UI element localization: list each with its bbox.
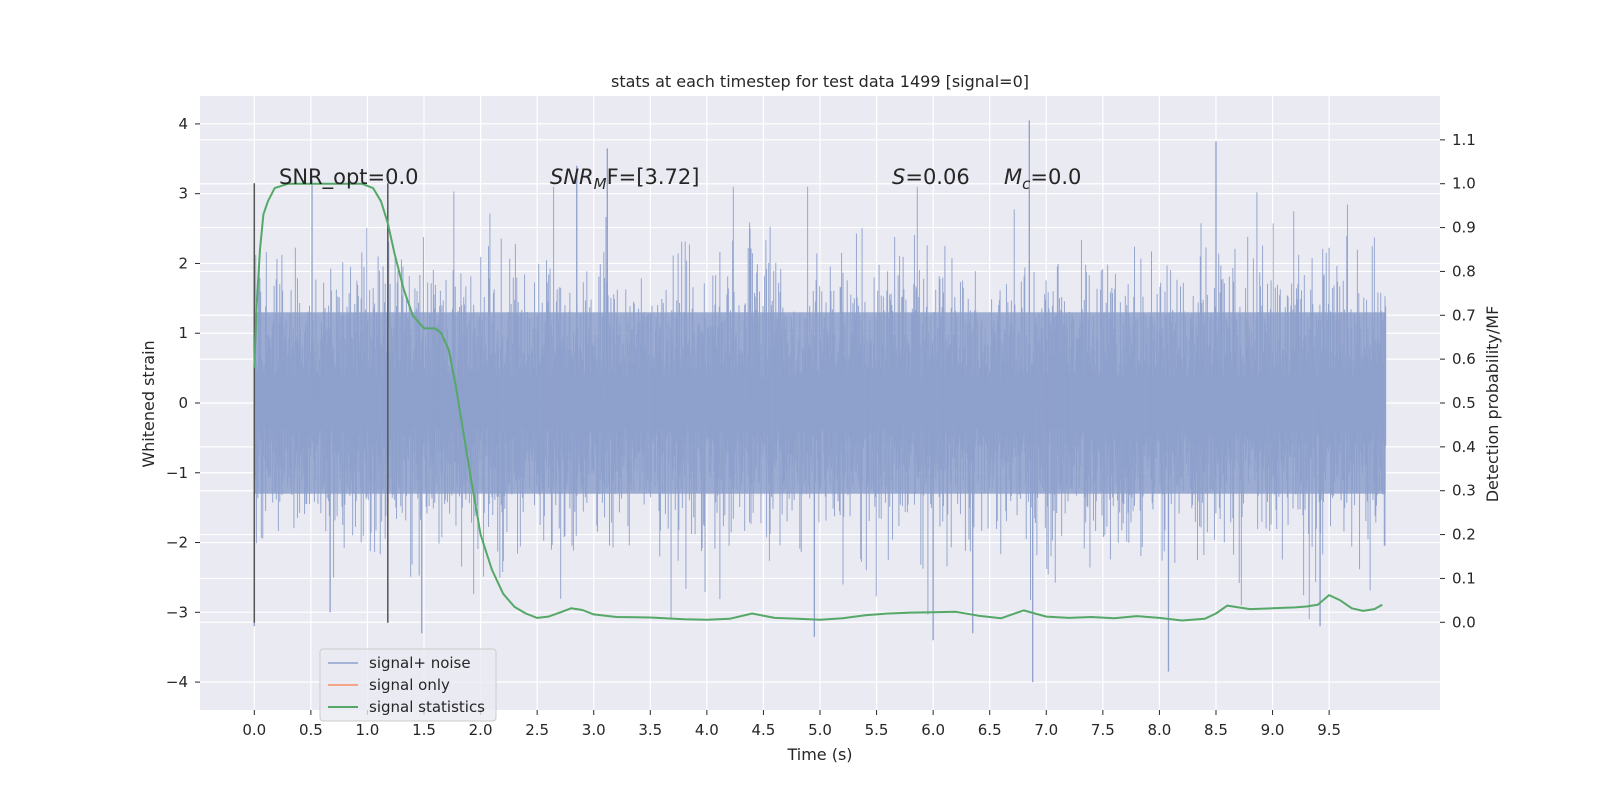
- y-right-tick-label: 0.6: [1452, 350, 1476, 368]
- x-tick-label: 5.0: [808, 721, 832, 739]
- x-tick-label: 4.5: [752, 721, 776, 739]
- x-tick-label: 2.0: [469, 721, 493, 739]
- y-left-tick-label: 3: [178, 185, 188, 203]
- annotation-snr-mf: SNRMF=[3.72]: [550, 165, 699, 193]
- annotation-mc-symbol: M: [1004, 165, 1022, 189]
- y-right-tick-label: 0.2: [1452, 526, 1476, 544]
- x-tick-label: 5.5: [865, 721, 889, 739]
- series-signal-statistics: [253, 182, 1383, 622]
- x-tick-label: 3.0: [582, 721, 606, 739]
- x-tick-label: 8.0: [1147, 721, 1171, 739]
- y-right-tick-label: 0.4: [1452, 438, 1476, 456]
- y-left-tick-label: −2: [166, 534, 188, 552]
- x-tick-label: 9.0: [1261, 721, 1285, 739]
- y-left-ticks: 4 3 2 1 0 −1 −2 −3 −4: [166, 115, 200, 691]
- x-tick-label: 0.5: [299, 721, 323, 739]
- x-tick-label: 9.5: [1317, 721, 1341, 739]
- legend: signal+ noise signal only signal statist…: [319, 648, 497, 722]
- x-tick-label: 4.0: [695, 721, 719, 739]
- x-tick-label: 1.0: [356, 721, 380, 739]
- x-tick-label: 2.5: [525, 721, 549, 739]
- annotation-s: S=0.06: [892, 165, 970, 189]
- x-tick-label: 1.5: [412, 721, 436, 739]
- y-left-tick-label: 1: [178, 324, 188, 342]
- y-left-tick-label: 2: [178, 254, 188, 272]
- y-right-tick-label: 0.3: [1452, 482, 1476, 500]
- x-tick-label: 0.0: [242, 721, 266, 739]
- y-right-tick-label: 0.0: [1452, 613, 1476, 631]
- y-right-tick-label: 1.0: [1452, 175, 1476, 193]
- y-right-axis-label: Detection probability/MF: [1483, 306, 1502, 503]
- vertical-markers: [253, 183, 389, 623]
- annotation-s-symbol: S: [892, 165, 905, 189]
- y-left-tick-label: −1: [166, 464, 188, 482]
- y-left-tick-label: −3: [166, 603, 188, 621]
- x-tick-label: 6.0: [921, 721, 945, 739]
- y-left-axis-label: Whitened strain: [139, 340, 158, 467]
- x-tick-label: 8.5: [1204, 721, 1228, 739]
- annotation-mc-value: =0.0: [1030, 165, 1081, 189]
- y-right-tick-label: 0.8: [1452, 262, 1476, 280]
- y-right-tick-label: 1.1: [1452, 131, 1476, 149]
- x-tick-label: 7.0: [1034, 721, 1058, 739]
- series-signal-noise: [253, 120, 1387, 683]
- legend-box: [319, 648, 497, 722]
- y-right-tick-label: 0.7: [1452, 306, 1476, 324]
- annotation-mc: Mc=0.0: [1004, 165, 1081, 193]
- legend-label-signal-only: signal only: [369, 676, 450, 694]
- y-left-tick-label: −4: [166, 673, 188, 691]
- x-tick-label: 6.5: [978, 721, 1002, 739]
- y-left-tick-label: 0: [178, 394, 188, 412]
- x-axis-label: Time (s): [786, 745, 852, 764]
- x-tick-label: 3.5: [638, 721, 662, 739]
- x-tick-label: 7.5: [1091, 721, 1115, 739]
- annotation-snr-mf-symbol: SNR: [550, 165, 594, 189]
- y-right-tick-label: 0.9: [1452, 219, 1476, 237]
- y-right-tick-label: 0.1: [1452, 569, 1476, 587]
- annotation-snr-mf-subscript: M: [594, 175, 607, 193]
- annotation-mc-subscript: c: [1022, 175, 1031, 193]
- y-right-ticks: 1.1 1.0 0.9 0.8 0.7 0.6 0.5 0.4 0.3 0.2 0.1 0.0: [1440, 131, 1476, 631]
- legend-label-signal-noise: signal+ noise: [369, 654, 471, 672]
- chart-title: stats at each timestep for test data 149…: [611, 72, 1029, 91]
- signal-statistics-line: [253, 182, 1383, 622]
- y-left-tick-label: 4: [178, 115, 188, 133]
- annotation-s-value: =0.06: [905, 165, 969, 189]
- y-right-tick-label: 0.5: [1452, 394, 1476, 412]
- x-ticks: 0.0 0.5 1.0 1.5 2.0 2.5 3.0 3.5 4.0 4.5 5.0 5.5 6.0 6…: [242, 710, 1341, 739]
- annotation-snr-opt: SNR_opt=0.0: [279, 165, 419, 190]
- annotation-snr-mf-value: F=[3.72]: [607, 165, 700, 189]
- legend-label-signal-statistics: signal statistics: [369, 698, 485, 716]
